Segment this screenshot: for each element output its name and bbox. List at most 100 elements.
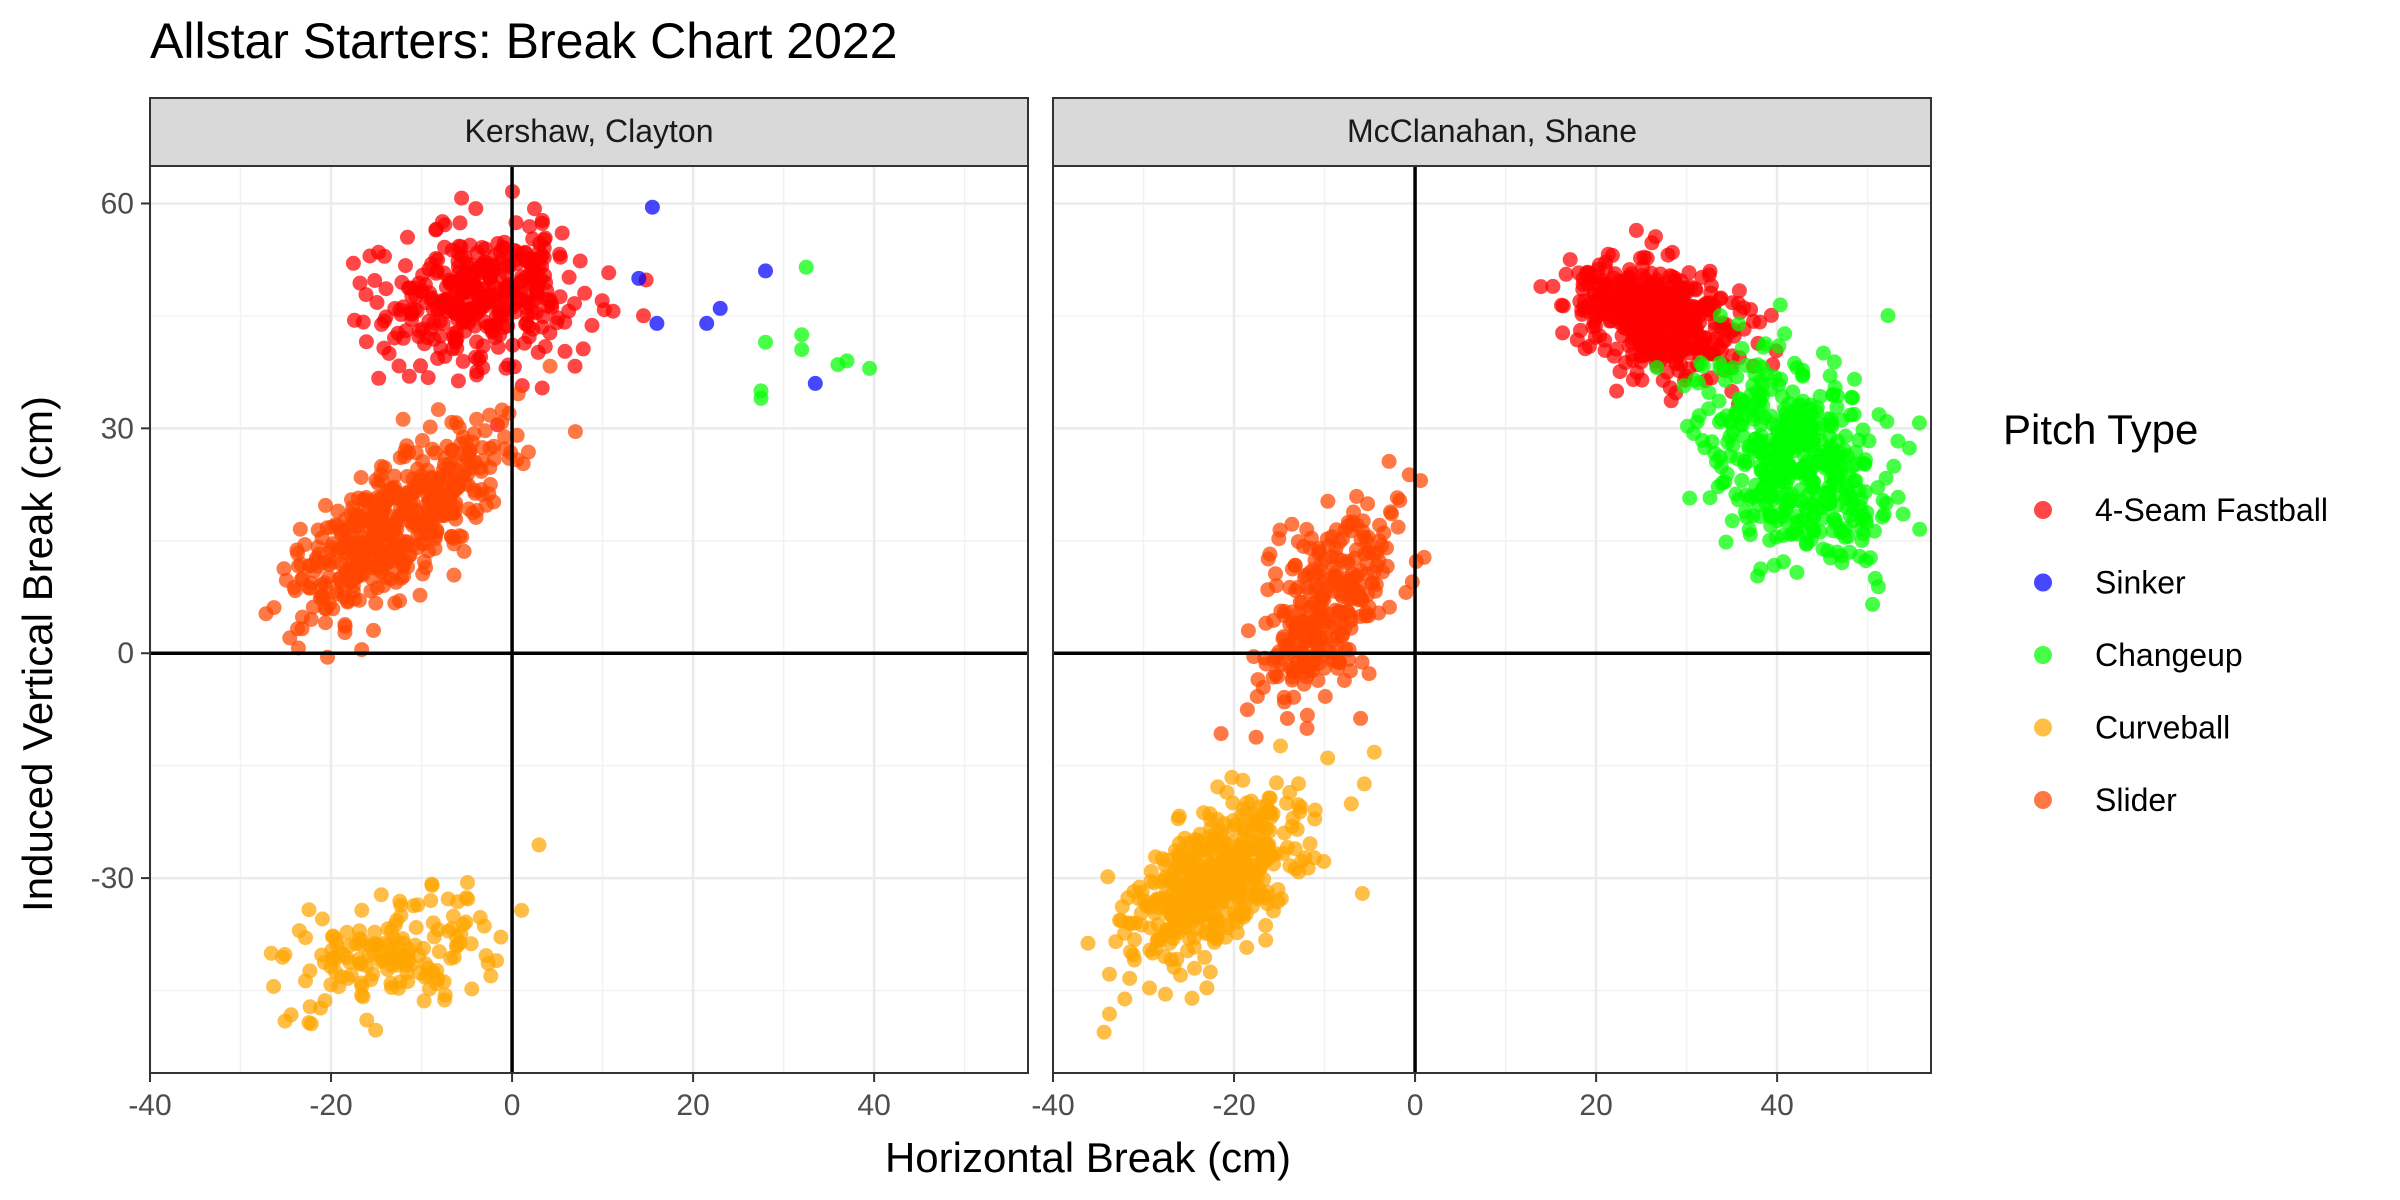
point-changeup <box>1779 460 1795 475</box>
point-changeup <box>1711 393 1727 409</box>
point-slider <box>315 588 331 604</box>
point-changeup <box>1854 533 1870 548</box>
point-4-seam-fastball <box>358 334 374 350</box>
point-slider <box>1268 578 1284 594</box>
point-4-seam-fastball <box>1629 365 1645 380</box>
point-slider <box>1272 522 1288 538</box>
point-slider <box>1296 539 1312 554</box>
legend-label-curveball: Curveball <box>2095 710 2230 746</box>
point-curveball <box>355 989 371 1005</box>
point-slider <box>355 567 371 583</box>
point-curveball <box>391 980 407 996</box>
point-slider <box>1360 496 1376 512</box>
point-4-seam-fastball <box>529 265 544 281</box>
panel-border <box>149 165 1029 1074</box>
point-slider <box>1299 707 1315 723</box>
panel-kershaw: Kershaw, Clayton -40 -20 0 20 40 -30 0 30 60 <box>91 97 1029 1122</box>
point-slider <box>1291 605 1307 621</box>
point-changeup <box>1649 360 1665 376</box>
point-slider <box>324 519 340 535</box>
point-changeup <box>1724 513 1740 529</box>
point-slider <box>458 449 474 465</box>
point-slider <box>1334 626 1350 642</box>
legend-label-sinker: Sinker <box>2095 565 2186 601</box>
point-changeup <box>1870 480 1886 496</box>
point-changeup <box>1820 411 1836 427</box>
point-slider <box>1297 570 1313 586</box>
point-curveball <box>1256 871 1272 887</box>
point-curveball <box>440 891 456 907</box>
point-changeup <box>1825 386 1841 402</box>
point-4-seam-fastball <box>506 359 522 375</box>
point-curveball <box>1100 869 1116 885</box>
point-changeup <box>794 327 810 343</box>
point-changeup <box>1774 389 1790 404</box>
point-4-seam-fastball <box>426 315 442 331</box>
point-slider <box>395 411 411 427</box>
point-curveball <box>424 876 440 892</box>
point-slider <box>494 402 510 418</box>
point-slider <box>1331 534 1347 550</box>
point-slider <box>1351 577 1367 593</box>
point-curveball <box>1264 847 1280 863</box>
point-curveball <box>514 902 530 918</box>
point-4-seam-fastball <box>531 244 547 260</box>
point-slider <box>1312 630 1328 646</box>
point-changeup <box>1742 527 1758 543</box>
point-changeup <box>1775 554 1791 570</box>
point-4-seam-fastball <box>542 292 558 308</box>
point-changeup <box>1842 544 1858 560</box>
point-slider <box>467 485 483 501</box>
point-slider <box>1371 605 1387 621</box>
point-4-seam-fastball <box>430 350 446 366</box>
point-slider <box>383 537 399 553</box>
legend-key-sinker <box>2034 573 2052 592</box>
x-tick-label: 40 <box>1760 1089 1793 1122</box>
point-curveball <box>426 929 442 945</box>
point-slider <box>1384 506 1399 522</box>
point-curveball <box>431 944 447 960</box>
facet-strip-label: Kershaw, Clayton <box>464 113 713 149</box>
point-changeup <box>1686 426 1702 441</box>
point-slider <box>1239 702 1255 718</box>
point-4-seam-fastball <box>473 349 489 365</box>
point-4-seam-fastball <box>371 244 387 260</box>
point-changeup <box>1762 506 1778 522</box>
point-curveball <box>329 936 345 952</box>
point-curveball <box>1210 779 1226 795</box>
point-slider <box>1258 615 1274 631</box>
point-changeup <box>798 259 814 275</box>
point-curveball <box>1162 935 1178 951</box>
point-4-seam-fastball <box>477 241 493 257</box>
point-4-seam-fastball <box>1681 361 1697 377</box>
point-4-seam-fastball <box>452 215 468 231</box>
point-slider <box>303 612 319 627</box>
point-slider <box>520 444 536 460</box>
point-4-seam-fastball <box>552 246 568 262</box>
point-slider <box>1401 467 1417 483</box>
point-4-seam-fastball <box>636 308 651 324</box>
legend-key-curveball <box>2034 718 2052 737</box>
point-curveball <box>1170 811 1186 827</box>
point-slider <box>1381 453 1397 469</box>
point-changeup <box>1719 363 1734 379</box>
point-curveball <box>380 962 396 977</box>
point-curveball <box>1168 896 1184 912</box>
x-tick-label: -40 <box>128 1089 171 1122</box>
point-curveball <box>429 963 445 978</box>
point-slider <box>318 497 333 513</box>
point-changeup <box>1862 550 1878 566</box>
point-4-seam-fastball <box>1662 380 1678 396</box>
point-4-seam-fastball <box>421 261 437 277</box>
point-changeup <box>1822 368 1838 384</box>
point-slider <box>1299 720 1315 736</box>
x-axis-title: Horizontal Break (cm) <box>885 1134 1291 1181</box>
point-curveball <box>416 940 431 956</box>
point-slider <box>1276 689 1292 705</box>
point-4-seam-fastball <box>567 358 583 374</box>
point-4-seam-fastball <box>1604 247 1620 263</box>
point-changeup <box>1755 439 1771 455</box>
point-4-seam-fastball <box>1545 278 1561 294</box>
point-4-seam-fastball <box>1558 266 1574 282</box>
